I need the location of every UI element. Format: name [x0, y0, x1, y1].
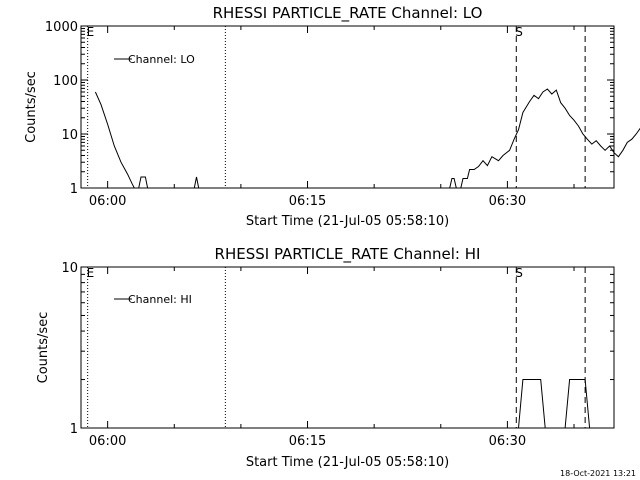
- x-axis-label: Start Time (21-Jul-05 05:58:10): [246, 214, 449, 229]
- x-axis-label: Start Time (21-Jul-05 05:58:10): [246, 455, 449, 470]
- y-tick-label: 1: [70, 422, 78, 437]
- series-line: [518, 379, 591, 429]
- x-tick-label: 06:30: [489, 194, 526, 209]
- y-tick-label: 10: [61, 261, 78, 276]
- y-tick-label: 10: [61, 128, 78, 143]
- marker-label: S: [515, 266, 523, 280]
- marker-label: E: [87, 266, 95, 280]
- marker-label: E: [87, 25, 95, 39]
- chart-panel-2: RHESSI PARTICLE_RATE Channel: HI 06:00 06:…: [36, 245, 615, 470]
- y-tick-label: 1000: [45, 20, 78, 35]
- y-tick-label: 1: [70, 182, 78, 197]
- x-tick-label: 06:15: [289, 194, 326, 209]
- x-tick-label: 06:00: [89, 434, 126, 449]
- timestamp-stamp: 18-Oct-2021 13:21: [560, 469, 636, 478]
- y-tick-label: 100: [53, 74, 78, 89]
- plot-frame: [80, 25, 615, 189]
- chart-panel-1: RHESSI PARTICLE_RATE Channel: LO 06:00 06:…: [24, 4, 640, 229]
- series-line: [193, 176, 200, 189]
- y-axis-label: Counts/sec: [24, 71, 39, 143]
- x-tick-label: 06:30: [489, 434, 526, 449]
- legend-label: Channel: LO: [128, 53, 195, 66]
- series-line: [94, 91, 149, 189]
- plot-frame: [80, 266, 615, 429]
- y-axis-label: Counts/sec: [36, 312, 51, 384]
- series-line: [449, 88, 640, 189]
- chart-title: RHESSI PARTICLE_RATE Channel: HI: [215, 245, 481, 264]
- legend-label: Channel: HI: [128, 293, 192, 306]
- x-tick-label: 06:00: [89, 194, 126, 209]
- x-tick-label: 06:15: [289, 434, 326, 449]
- chart-title: RHESSI PARTICLE_RATE Channel: LO: [213, 4, 483, 23]
- marker-label: S: [515, 25, 523, 39]
